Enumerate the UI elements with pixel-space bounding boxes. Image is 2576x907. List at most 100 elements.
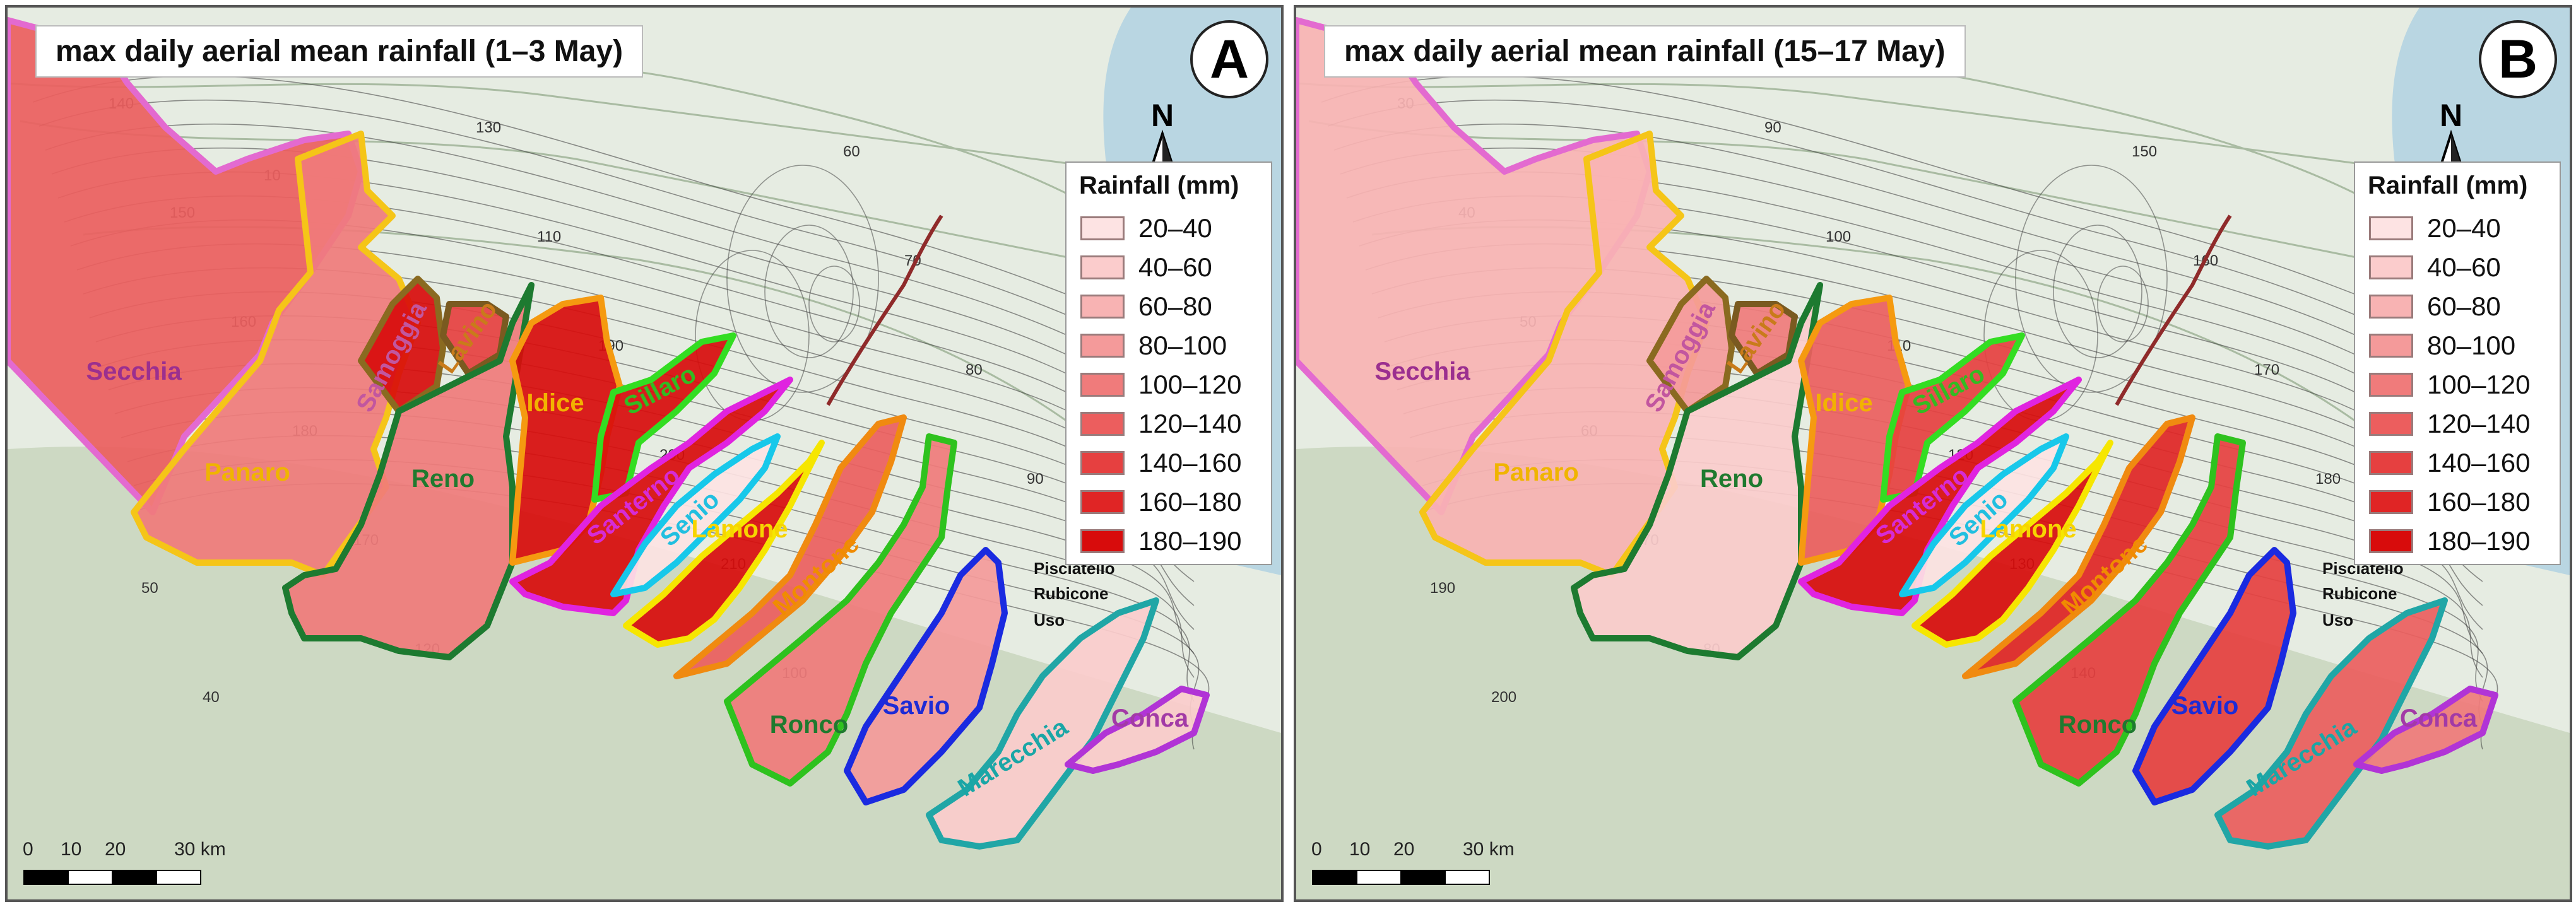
legend-item: 160–180 xyxy=(1077,483,1261,522)
isohyet-label: 60 xyxy=(843,143,860,160)
basin-ronco xyxy=(2012,433,2246,787)
legend-title: Rainfall (mm) xyxy=(1079,172,1239,199)
legend-swatch xyxy=(1080,295,1125,319)
road-line xyxy=(20,120,1144,274)
basin-marecchia xyxy=(926,597,1159,850)
legend-item: 180–190 xyxy=(1077,522,1261,561)
river-line xyxy=(2115,214,2232,406)
isohyet-label: 90 xyxy=(1027,471,1044,488)
basin-reno xyxy=(1571,282,1823,660)
road-line xyxy=(1296,82,2420,173)
legend-label: 140–160 xyxy=(2427,448,2531,477)
legend-label: 160–180 xyxy=(1138,487,1242,517)
isohyet-label: 150 xyxy=(2132,143,2157,160)
panel-letter-badge: B xyxy=(2479,20,2557,98)
legend-swatch xyxy=(2369,255,2413,279)
legend-label: 140–160 xyxy=(1138,448,1242,477)
legend-swatch xyxy=(1080,451,1125,475)
isohyet-label: 190 xyxy=(1430,580,1455,597)
rainfall-map-a: 1401501601801701201301101902002101006070… xyxy=(8,8,1281,899)
basin-conca xyxy=(2353,686,2498,774)
legend-label: 180–190 xyxy=(2427,526,2531,556)
legend: Rainfall (mm) 20–40 40–60 60–80 80–100 100–1… xyxy=(2354,161,2561,565)
basin-conca xyxy=(1065,686,1210,774)
basin-label: Savio xyxy=(2171,692,2239,720)
legend-title: Rainfall (mm) xyxy=(2368,172,2528,199)
basin-lamone xyxy=(623,440,825,648)
isohyet-closed xyxy=(2053,225,2142,358)
legend-swatch xyxy=(1080,490,1125,514)
legend-label: 100–120 xyxy=(2427,370,2531,399)
legend-swatch xyxy=(2369,451,2413,475)
legend-label: 120–140 xyxy=(1138,409,1242,438)
legend-item: 120–140 xyxy=(2365,404,2549,443)
basin-ronco xyxy=(724,433,957,787)
basin-santerno xyxy=(509,377,793,616)
legend-swatch xyxy=(2369,373,2413,397)
scale-tick-label: 30 km xyxy=(174,839,226,860)
basin-santerno xyxy=(1798,377,2082,616)
rainfall-map-b: 3040506070809010011012013014015016017018… xyxy=(1296,8,2570,899)
north-label: N xyxy=(2440,98,2462,133)
isohyet-closed xyxy=(764,225,854,358)
legend-label: 180–190 xyxy=(1138,526,1242,556)
basin-label: Savio xyxy=(883,692,950,720)
scale-bar-graphic xyxy=(23,870,201,885)
basin-label: Secchia xyxy=(86,358,182,385)
isohyet-label: 130 xyxy=(476,119,501,136)
legend-swatch xyxy=(2369,529,2413,553)
legend-item: 100–120 xyxy=(1077,365,1261,404)
legend-label: 100–120 xyxy=(1138,370,1242,399)
legend-rows: 20–40 40–60 60–80 80–100 100–120 120–140 140–1… xyxy=(2365,209,2549,561)
legend-item: 20–40 xyxy=(2365,209,2549,248)
basins-layer xyxy=(8,17,1210,850)
basin-label: Uso xyxy=(2322,611,2353,629)
basin-sillaro xyxy=(591,332,736,503)
road-line xyxy=(8,82,1131,173)
legend-swatch xyxy=(2369,295,2413,319)
legend-label: 80–100 xyxy=(2427,331,2516,360)
basin-label: Conca xyxy=(2400,705,2478,732)
legend-item: 60–80 xyxy=(1077,287,1261,326)
basin-lamone xyxy=(1911,440,2113,648)
basin-label: Lamone xyxy=(691,515,788,543)
scale-tick-label: 20 xyxy=(1393,839,1415,860)
legend-label: 20–40 xyxy=(1138,213,1212,243)
scale-bar: 0 10 20 30 km xyxy=(1311,839,1602,892)
basin-label: Reno xyxy=(1700,465,1763,493)
basins-layer xyxy=(1296,17,2498,850)
river-line xyxy=(826,214,943,406)
basin-montone xyxy=(673,414,907,679)
isohyet-label: 200 xyxy=(1491,689,1516,706)
legend-swatch xyxy=(1080,529,1125,553)
legend-item: 60–80 xyxy=(2365,287,2549,326)
basin-label: Idice xyxy=(526,389,584,417)
basin-label: Rubicone xyxy=(1034,584,1108,603)
legend-item: 160–180 xyxy=(2365,483,2549,522)
legend-label: 80–100 xyxy=(1138,331,1227,360)
scale-tick-label: 20 xyxy=(105,839,126,860)
map-panel-b: 3040506070809010011012013014015016017018… xyxy=(1294,5,2572,902)
legend-swatch xyxy=(2369,412,2413,436)
legend-label: 20–40 xyxy=(2427,213,2501,243)
isohyet-label: 80 xyxy=(966,361,983,378)
basin-label: Conca xyxy=(1111,705,1189,732)
panel-title: max daily aerial mean rainfall (1–3 May) xyxy=(35,25,644,78)
legend-label: 40–60 xyxy=(2427,252,2501,282)
isohyet-label: 50 xyxy=(141,580,158,597)
isohyet-label: 110 xyxy=(537,228,561,245)
map-panel-a: 1401501601801701201301101902002101006070… xyxy=(5,5,1284,902)
basin-label: Ronco xyxy=(2059,711,2137,739)
scale-tick-label: 10 xyxy=(61,839,82,860)
scale-tick-label: 10 xyxy=(1349,839,1371,860)
basin-label: Idice xyxy=(1815,389,1872,417)
scale-tick-label: 0 xyxy=(1311,839,1322,860)
legend-item: 100–120 xyxy=(2365,365,2549,404)
isohyet-label: 100 xyxy=(1826,228,1851,245)
legend-swatch xyxy=(1080,255,1125,279)
legend-item: 20–40 xyxy=(1077,209,1261,248)
isohyet-closed xyxy=(808,266,860,342)
isohyet-closed xyxy=(2097,266,2149,342)
legend-item: 80–100 xyxy=(1077,326,1261,365)
